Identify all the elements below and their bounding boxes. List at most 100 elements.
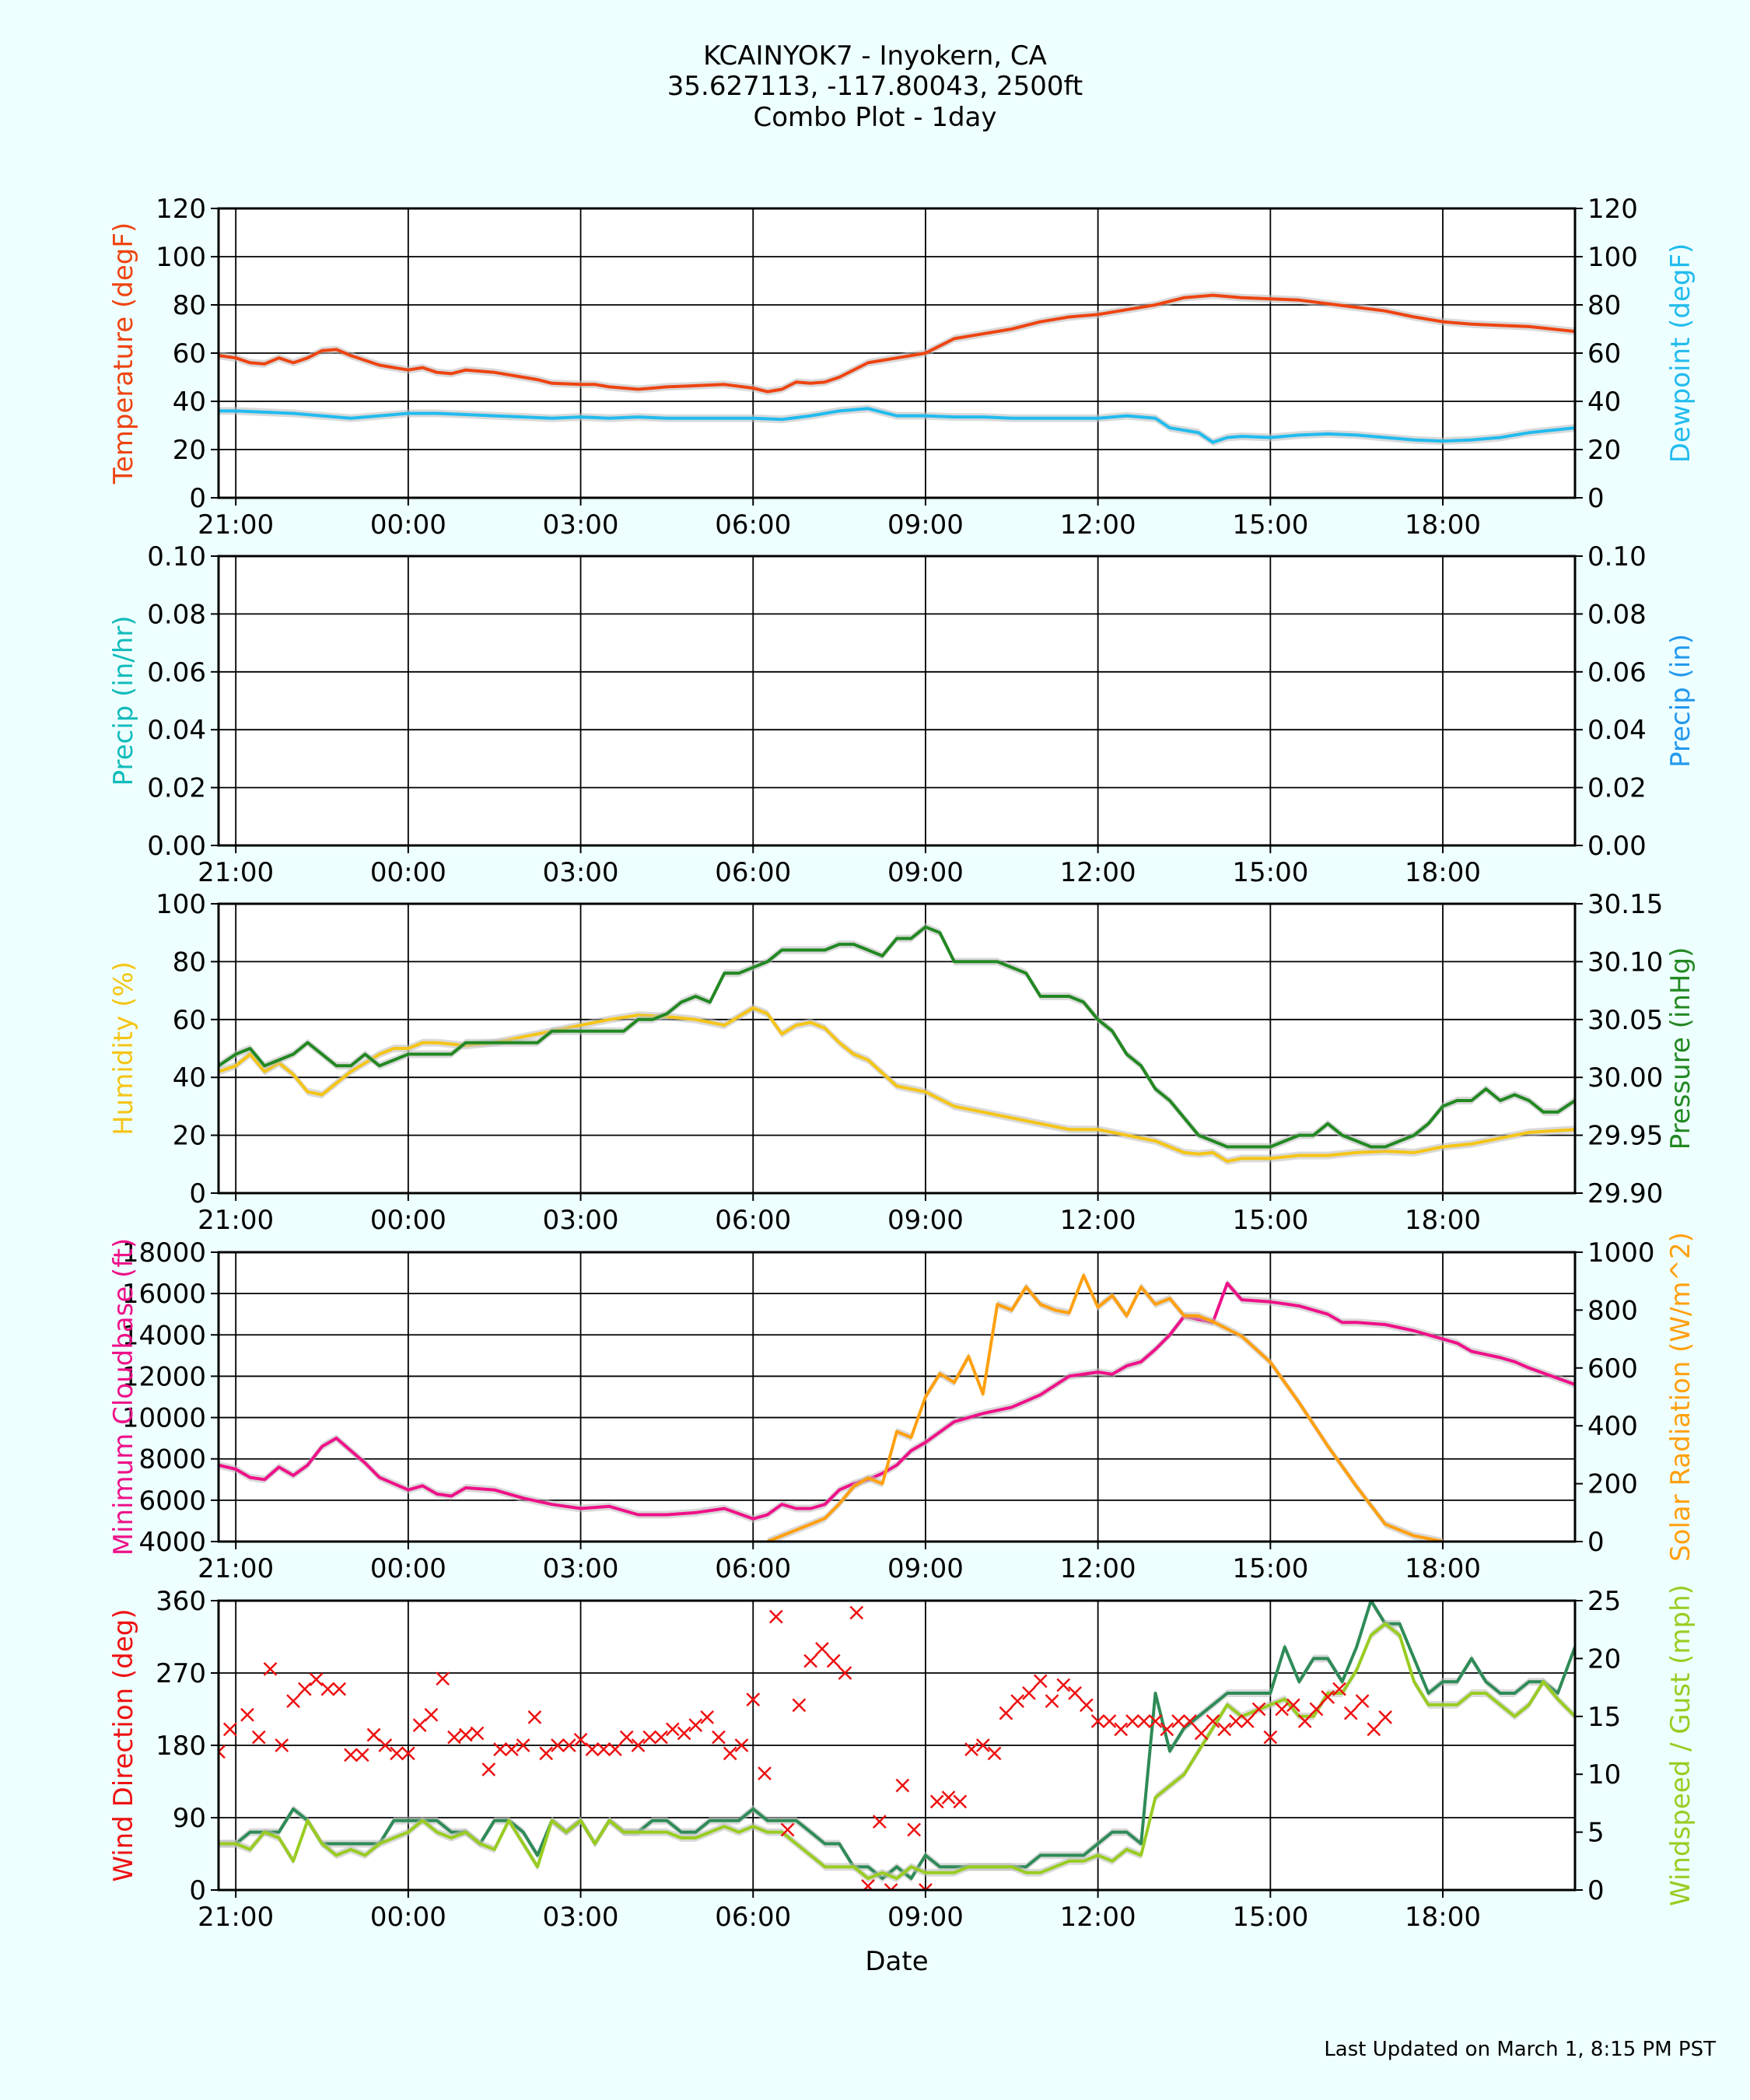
wind-direction-marker (838, 1666, 852, 1680)
y-tick-label-right: 200 (1587, 1469, 1638, 1500)
y-tick-label-right: 600 (1587, 1353, 1638, 1384)
wind-direction-marker (539, 1746, 554, 1761)
wind-direction-marker (642, 1730, 657, 1745)
wind-direction-marker (780, 1822, 795, 1837)
wind-direction-marker (1033, 1674, 1048, 1689)
wind-direction-marker (884, 1883, 898, 1890)
y-tick-label-right: 0.04 (1587, 715, 1647, 746)
x-tick-label: 09:00 (887, 1902, 964, 1933)
wind-direction-marker (1217, 1722, 1232, 1737)
wind-direction-marker (219, 1745, 226, 1759)
wind-direction-marker (1136, 1714, 1151, 1728)
y-axis-label-left: Humidity (%) (108, 961, 139, 1136)
wind-direction-marker (1297, 1714, 1312, 1728)
plot-background (219, 1252, 1575, 1542)
y-tick-label-left: 6000 (138, 1486, 206, 1517)
panel-1: 0 20 40 60 80 100 120 0 20 40 60 80 100 120 21:00 00:00… (108, 194, 1696, 541)
x-tick-label: 15:00 (1232, 1553, 1308, 1584)
wind-direction-marker (458, 1727, 473, 1742)
panel-3: 0 20 40 60 80 100 29.90 29.95 30.00 30.05 30.10 30.… (108, 889, 1696, 1236)
wind-direction-marker (585, 1742, 600, 1757)
wind-direction-marker (677, 1726, 691, 1741)
series-line-pressure (219, 925, 1575, 1149)
x-tick-label: 18:00 (1405, 857, 1481, 888)
series-line-solar (766, 1273, 1444, 1542)
wind-direction-marker (527, 1710, 542, 1724)
y-tick-label-left: 0.06 (147, 657, 206, 688)
wind-direction-marker (436, 1671, 450, 1686)
wind-direction-marker (551, 1738, 565, 1752)
y-tick-label-left: 60 (173, 1005, 206, 1036)
wind-direction-marker (470, 1726, 485, 1741)
x-tick-label: 12:00 (1060, 1553, 1136, 1584)
plot-frame (217, 902, 1577, 1195)
series-line-humidity (219, 1006, 1575, 1164)
x-tick-label: 21:00 (198, 1205, 274, 1236)
wind-direction-marker (654, 1730, 668, 1745)
x-tick-label: 15:00 (1232, 509, 1308, 541)
y-tick-label-left: 100 (156, 889, 206, 920)
wind-direction-marker (1286, 1698, 1300, 1713)
x-tick-label: 06:00 (715, 1902, 791, 1933)
y-tick-label-left: 270 (156, 1658, 206, 1689)
x-tick-label: 18:00 (1405, 509, 1481, 541)
wind-direction-marker (297, 1682, 312, 1696)
x-tick-label: 00:00 (370, 1205, 446, 1236)
y-tick-label-right: 80 (1587, 290, 1621, 321)
y-tick-label-left: 80 (173, 947, 206, 978)
x-tick-label: 06:00 (715, 1205, 791, 1236)
wind-direction-marker (378, 1738, 393, 1752)
y-axis-label-left: Temperature (degF) (108, 222, 139, 485)
wind-direction-marker (401, 1746, 415, 1761)
panel-4: 4000 6000 8000 10000 12000 14000 16000 18000 0 20… (108, 1232, 1696, 1584)
wind-direction-marker (1102, 1714, 1117, 1728)
y-tick-label-right: 120 (1587, 194, 1638, 225)
y-tick-label-left: 16000 (122, 1279, 206, 1310)
series-group (219, 1601, 1575, 1890)
y-axis-label-right: Windspeed / Gust (mph) (1665, 1584, 1696, 1906)
series-line-dewpoint (219, 407, 1575, 444)
wind-direction-marker (734, 1738, 749, 1752)
y-tick-label-right: 15 (1587, 1702, 1621, 1733)
wind-direction-marker (1194, 1726, 1209, 1741)
x-tick-label: 18:00 (1405, 1902, 1481, 1933)
y-axis-label-right: Solar Radiation (W/m^2) (1665, 1232, 1696, 1562)
x-tick-label: 06:00 (715, 1553, 791, 1584)
wind-direction-marker (275, 1738, 289, 1752)
wind-direction-marker (573, 1732, 588, 1747)
wind-direction-marker (1240, 1714, 1255, 1728)
wind-direction-marker (1206, 1714, 1220, 1728)
wind-direction-marker (366, 1727, 381, 1742)
wind-direction-marker (1275, 1702, 1290, 1717)
wind-direction-marker (1079, 1698, 1094, 1713)
wind-direction-marker (631, 1738, 646, 1752)
y-tick-label-left: 20 (173, 1121, 206, 1152)
y-tick-label-left: 180 (156, 1731, 206, 1762)
x-tick-label: 12:00 (1060, 857, 1136, 888)
x-tick-label: 06:00 (715, 857, 791, 888)
wind-direction-marker (907, 1822, 922, 1837)
wind-direction-marker (608, 1742, 622, 1757)
wind-direction-marker (309, 1672, 324, 1687)
x-tick-label: 00:00 (370, 509, 446, 541)
wind-direction-marker (929, 1794, 944, 1809)
x-tick-label: 03:00 (543, 1205, 619, 1236)
wind-direction-marker (1309, 1702, 1324, 1717)
x-tick-label: 09:00 (887, 509, 964, 541)
title-station: KCAINYOK7 - Inyokern, CA (703, 40, 1047, 72)
y-tick-label-right: 20 (1587, 1643, 1621, 1675)
wind-direction-marker (1148, 1714, 1163, 1728)
wind-direction-marker (1251, 1702, 1266, 1717)
series-line-windspeed (219, 1601, 1575, 1881)
wind-direction-marker (746, 1692, 761, 1706)
y-tick-label-right: 40 (1587, 387, 1621, 418)
y-tick-label-left: 60 (173, 338, 206, 369)
wind-direction-marker (688, 1718, 703, 1733)
wind-direction-marker (344, 1748, 358, 1762)
y-tick-label-right: 30.05 (1587, 1005, 1663, 1036)
y-tick-label-left: 120 (156, 194, 206, 225)
wind-direction-marker (975, 1738, 990, 1752)
y-tick-label-left: 20 (173, 435, 206, 466)
